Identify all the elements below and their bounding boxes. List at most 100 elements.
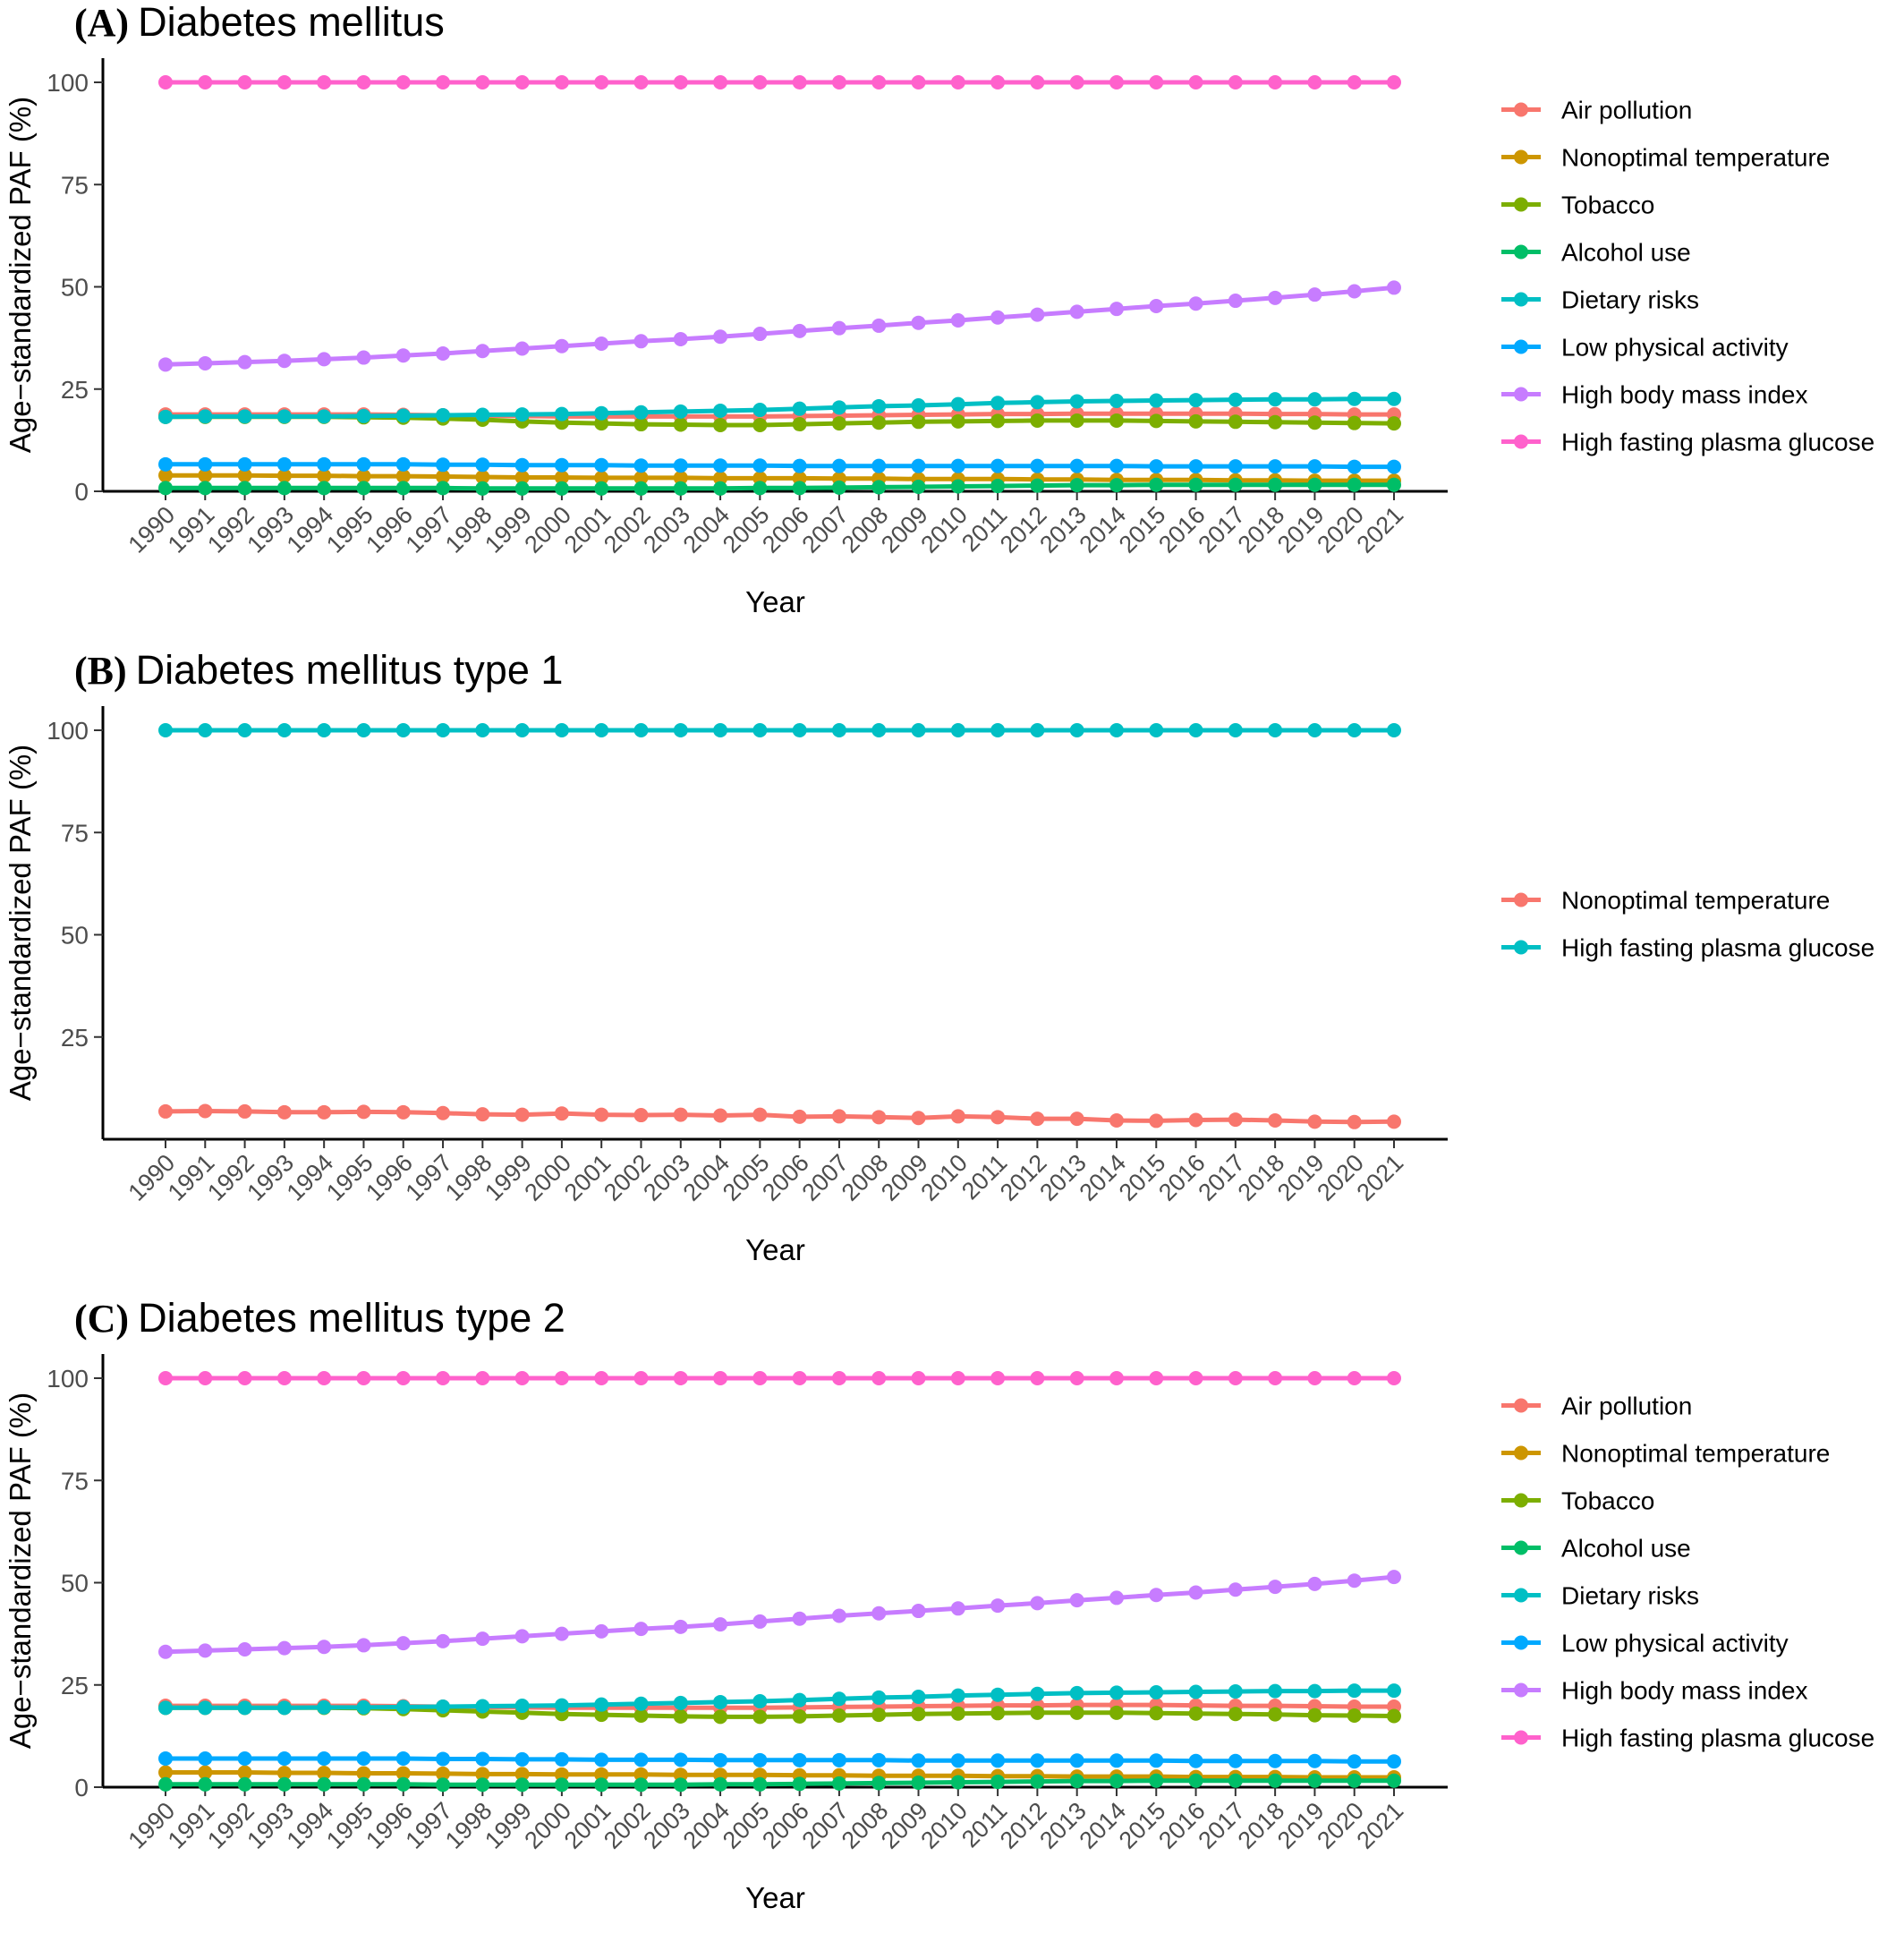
chart-c-legend-key-dot bbox=[1514, 1588, 1528, 1603]
chart-a-point bbox=[752, 75, 768, 89]
chart-c-point bbox=[594, 1777, 609, 1793]
chart-b-point bbox=[792, 1109, 807, 1124]
chart-b-point bbox=[990, 1110, 1006, 1125]
chart-b-point bbox=[1307, 1114, 1322, 1129]
chart-a-point bbox=[356, 408, 371, 423]
chart-b-point bbox=[1307, 723, 1322, 737]
chart-b-point bbox=[1149, 723, 1164, 737]
chart-a-point bbox=[594, 405, 609, 421]
chart-c-point bbox=[792, 1708, 807, 1724]
chart-c-point bbox=[237, 1371, 252, 1385]
chart-c-y-label: Age−standardized PAF (%) bbox=[4, 1393, 37, 1749]
chart-b-point bbox=[158, 1103, 173, 1119]
chart-a-point bbox=[792, 323, 807, 338]
chart-a-point bbox=[158, 481, 173, 496]
chart-a-point bbox=[1268, 290, 1283, 305]
chart-c-point bbox=[1387, 1708, 1401, 1724]
chart-c-point bbox=[673, 1752, 688, 1767]
chart-c-point bbox=[237, 1641, 252, 1657]
chart-b-point bbox=[673, 723, 688, 737]
chart-a-point bbox=[1228, 477, 1243, 492]
chart-b-point bbox=[1387, 723, 1401, 737]
chart-a-point bbox=[871, 458, 887, 473]
chart-c-point bbox=[911, 1775, 926, 1790]
chart-a-point bbox=[276, 468, 292, 483]
chart-c-point bbox=[475, 1767, 490, 1782]
chart-c-point bbox=[1307, 1708, 1322, 1723]
chart-a-point bbox=[673, 75, 688, 89]
chart-c-legend-label: Air pollution bbox=[1561, 1393, 1692, 1420]
chart-c-point bbox=[990, 1687, 1006, 1702]
chart-a-point bbox=[1268, 75, 1283, 89]
chart-b-x-tick-label: 2021 bbox=[1352, 1149, 1409, 1206]
chart-c-point bbox=[1347, 1683, 1362, 1699]
chart-c-point bbox=[198, 1700, 213, 1716]
chart-c-point bbox=[1030, 1774, 1045, 1789]
chart-c-point bbox=[276, 1700, 292, 1716]
chart-a-point bbox=[436, 345, 451, 361]
chart-c-point bbox=[673, 1619, 688, 1634]
chart-b-x-label: Year bbox=[745, 1233, 805, 1266]
chart-a-point bbox=[436, 469, 451, 484]
chart-a-point bbox=[1188, 75, 1203, 89]
chart-a-point bbox=[1109, 413, 1124, 428]
chart-a-point bbox=[1307, 477, 1322, 492]
chart-a-point bbox=[395, 75, 411, 89]
chart-c-point bbox=[237, 1751, 252, 1767]
chart-a-point bbox=[1347, 75, 1362, 89]
chart-b-point bbox=[1069, 1112, 1084, 1127]
chart-c-point bbox=[831, 1776, 846, 1791]
chart-a-legend-label: Air pollution bbox=[1561, 97, 1692, 124]
chart-c-point bbox=[1188, 1773, 1203, 1788]
chart-a-point bbox=[1149, 298, 1164, 313]
chart-a-point bbox=[911, 479, 926, 494]
chart-c-point bbox=[237, 1776, 252, 1792]
chart-c-point bbox=[1030, 1705, 1045, 1720]
chart-c-point bbox=[1228, 1684, 1243, 1699]
chart-a-x-tick-label: 2021 bbox=[1352, 501, 1409, 558]
chart-a-point bbox=[911, 458, 926, 473]
chart-a-legend-key-dot bbox=[1514, 149, 1528, 165]
chart-c-point bbox=[395, 1751, 411, 1767]
chart-b-point bbox=[831, 723, 846, 737]
chart-c-point bbox=[436, 1751, 451, 1767]
chart-c-x-label: Year bbox=[745, 1881, 805, 1914]
chart-c-point bbox=[1387, 1773, 1401, 1788]
chart-b-point bbox=[1228, 723, 1243, 737]
chart-a-point bbox=[1149, 459, 1164, 474]
chart-a-point bbox=[752, 403, 768, 418]
chart-a-point bbox=[395, 408, 411, 423]
chart-c-point bbox=[831, 1708, 846, 1724]
chart-b-point bbox=[554, 723, 569, 737]
chart-c-point bbox=[594, 1708, 609, 1723]
chart-a-legend-key-dot bbox=[1514, 387, 1528, 402]
chart-a-point bbox=[831, 320, 846, 336]
chart-a-point bbox=[198, 456, 213, 472]
chart-c-point bbox=[1347, 1754, 1362, 1769]
chart-a-point bbox=[356, 456, 371, 472]
chart-a-point bbox=[633, 405, 649, 420]
chart-a-point bbox=[356, 350, 371, 365]
chart-a-point bbox=[752, 327, 768, 342]
chart-a-point bbox=[713, 471, 728, 486]
chart-a-point bbox=[594, 470, 609, 485]
chart-a-point bbox=[673, 331, 688, 346]
chart-a-point bbox=[831, 400, 846, 415]
chart-a-title: (A) Diabetes mellitus bbox=[74, 0, 445, 45]
chart-a-point bbox=[713, 403, 728, 418]
chart-b-point bbox=[990, 723, 1006, 737]
chart-a-point bbox=[1387, 459, 1401, 474]
chart-c-point bbox=[1307, 1773, 1322, 1788]
chart-c-point bbox=[911, 1707, 926, 1722]
chart-c-point bbox=[356, 1371, 371, 1385]
chart-a-point bbox=[1069, 304, 1084, 319]
chart-c-legend-label: Dietary risks bbox=[1561, 1582, 1699, 1610]
chart-c-point bbox=[1149, 1371, 1164, 1385]
chart-a-point bbox=[1188, 413, 1203, 429]
chart-a-point bbox=[594, 75, 609, 89]
chart-a-point bbox=[1188, 477, 1203, 492]
chart-b-point bbox=[1030, 1112, 1045, 1127]
chart-a-point bbox=[1188, 296, 1203, 311]
chart-c-point bbox=[990, 1598, 1006, 1614]
chart-a-point bbox=[990, 479, 1006, 494]
